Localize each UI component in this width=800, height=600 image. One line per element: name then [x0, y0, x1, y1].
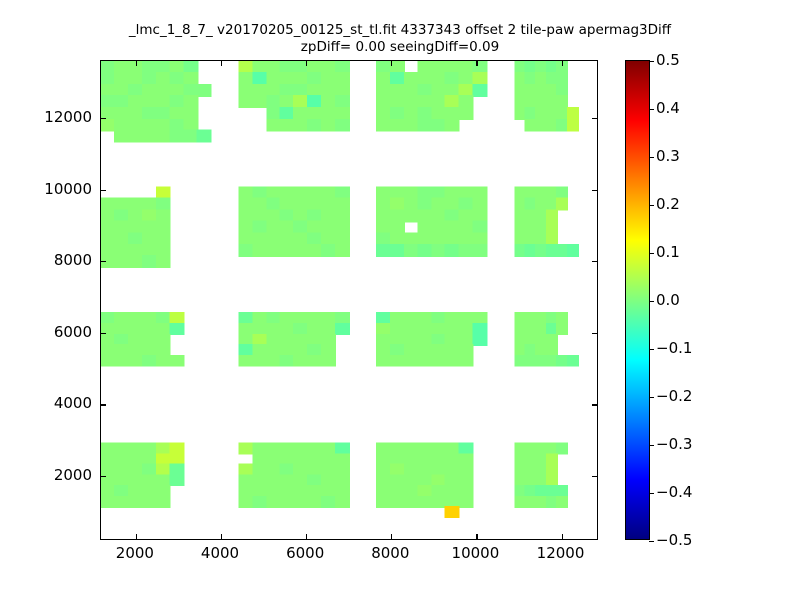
colorbar-tick-label: −0.5 — [656, 531, 693, 549]
y-tick-mark — [101, 332, 106, 335]
colorbar-tick-mark — [649, 253, 654, 255]
x-tick-mark — [306, 534, 308, 539]
x-tick-mark — [476, 534, 478, 539]
x-tick-mark — [391, 534, 393, 539]
x-tick-label: 2000 — [115, 544, 154, 562]
y-tick-label: 10000 — [44, 179, 92, 198]
colorbar-tick-mark — [649, 109, 654, 111]
colorbar-tick-mark — [649, 157, 654, 159]
y-tick-mark — [592, 189, 597, 191]
y-tick-mark — [101, 475, 106, 478]
x-tick-label: 10000 — [451, 544, 500, 562]
colorbar-tick-label: 0.2 — [656, 195, 680, 213]
x-tick-mark — [135, 534, 138, 539]
x-tick-mark — [391, 61, 393, 66]
colorbar-tick-mark — [649, 205, 654, 207]
y-tick-label: 4000 — [53, 394, 92, 413]
colorbar-tick-label: 0.4 — [656, 99, 680, 117]
x-tick-mark — [135, 61, 138, 66]
x-tick-mark — [306, 61, 308, 66]
x-tick-label: 12000 — [536, 544, 585, 562]
colorbar-tick-label: −0.2 — [656, 387, 693, 405]
y-tick-mark — [101, 404, 106, 406]
figure-title-primary: _lmc_1_8_7_ v20170205_00125_st_tl.fit 43… — [128, 22, 672, 38]
colorbar-tick-label: 0.3 — [656, 147, 680, 165]
y-tick-label: 8000 — [53, 251, 92, 270]
y-tick-mark — [592, 332, 597, 335]
colorbar-tick-mark — [649, 61, 654, 63]
y-tick-mark — [592, 118, 597, 120]
x-tick-mark — [221, 61, 223, 66]
y-tick-label: 2000 — [53, 465, 92, 484]
colorbar-tick-mark — [649, 349, 654, 351]
x-tick-mark — [221, 534, 223, 539]
colorbar-tick-label: 0.1 — [656, 243, 680, 261]
y-tick-label: 6000 — [53, 322, 92, 341]
y-tick-label: 12000 — [44, 108, 92, 127]
y-tick-mark — [101, 189, 106, 191]
colorbar — [625, 60, 654, 543]
y-tick-mark — [592, 261, 597, 263]
colorbar-tick-mark — [649, 445, 654, 447]
y-tick-mark — [592, 475, 597, 478]
y-tick-mark — [101, 261, 106, 263]
figure-title-block: _lmc_1_8_7_ v20170205_00125_st_tl.fit 43… — [0, 22, 800, 56]
y-tick-mark — [592, 404, 597, 406]
x-tick-label: 6000 — [286, 544, 325, 562]
heatmap-axes — [100, 60, 598, 540]
x-tick-mark — [561, 61, 563, 66]
y-tick-mark — [101, 118, 106, 120]
detector-heatmap-image — [101, 61, 597, 539]
x-tick-label: 4000 — [200, 544, 240, 562]
colorbar-tick-label: −0.3 — [656, 435, 693, 453]
colorbar-tick-label: 0.0 — [656, 291, 680, 309]
colorbar-tick-label: −0.4 — [656, 483, 693, 501]
colorbar-tick-mark — [649, 397, 654, 399]
colorbar-tick-mark — [649, 541, 654, 543]
colorbar-tick-mark — [649, 301, 654, 303]
x-tick-mark — [476, 61, 478, 66]
colorbar-gradient — [626, 61, 649, 539]
colorbar-tick-mark — [649, 493, 654, 495]
colorbar-tick-label: 0.5 — [656, 51, 680, 69]
colorbar-tick-label: −0.1 — [656, 339, 693, 357]
x-tick-mark — [561, 534, 563, 539]
x-tick-label: 8000 — [371, 544, 410, 562]
figure-title-secondary: zpDiff= 0.00 seeingDiff=0.09 — [300, 39, 500, 55]
